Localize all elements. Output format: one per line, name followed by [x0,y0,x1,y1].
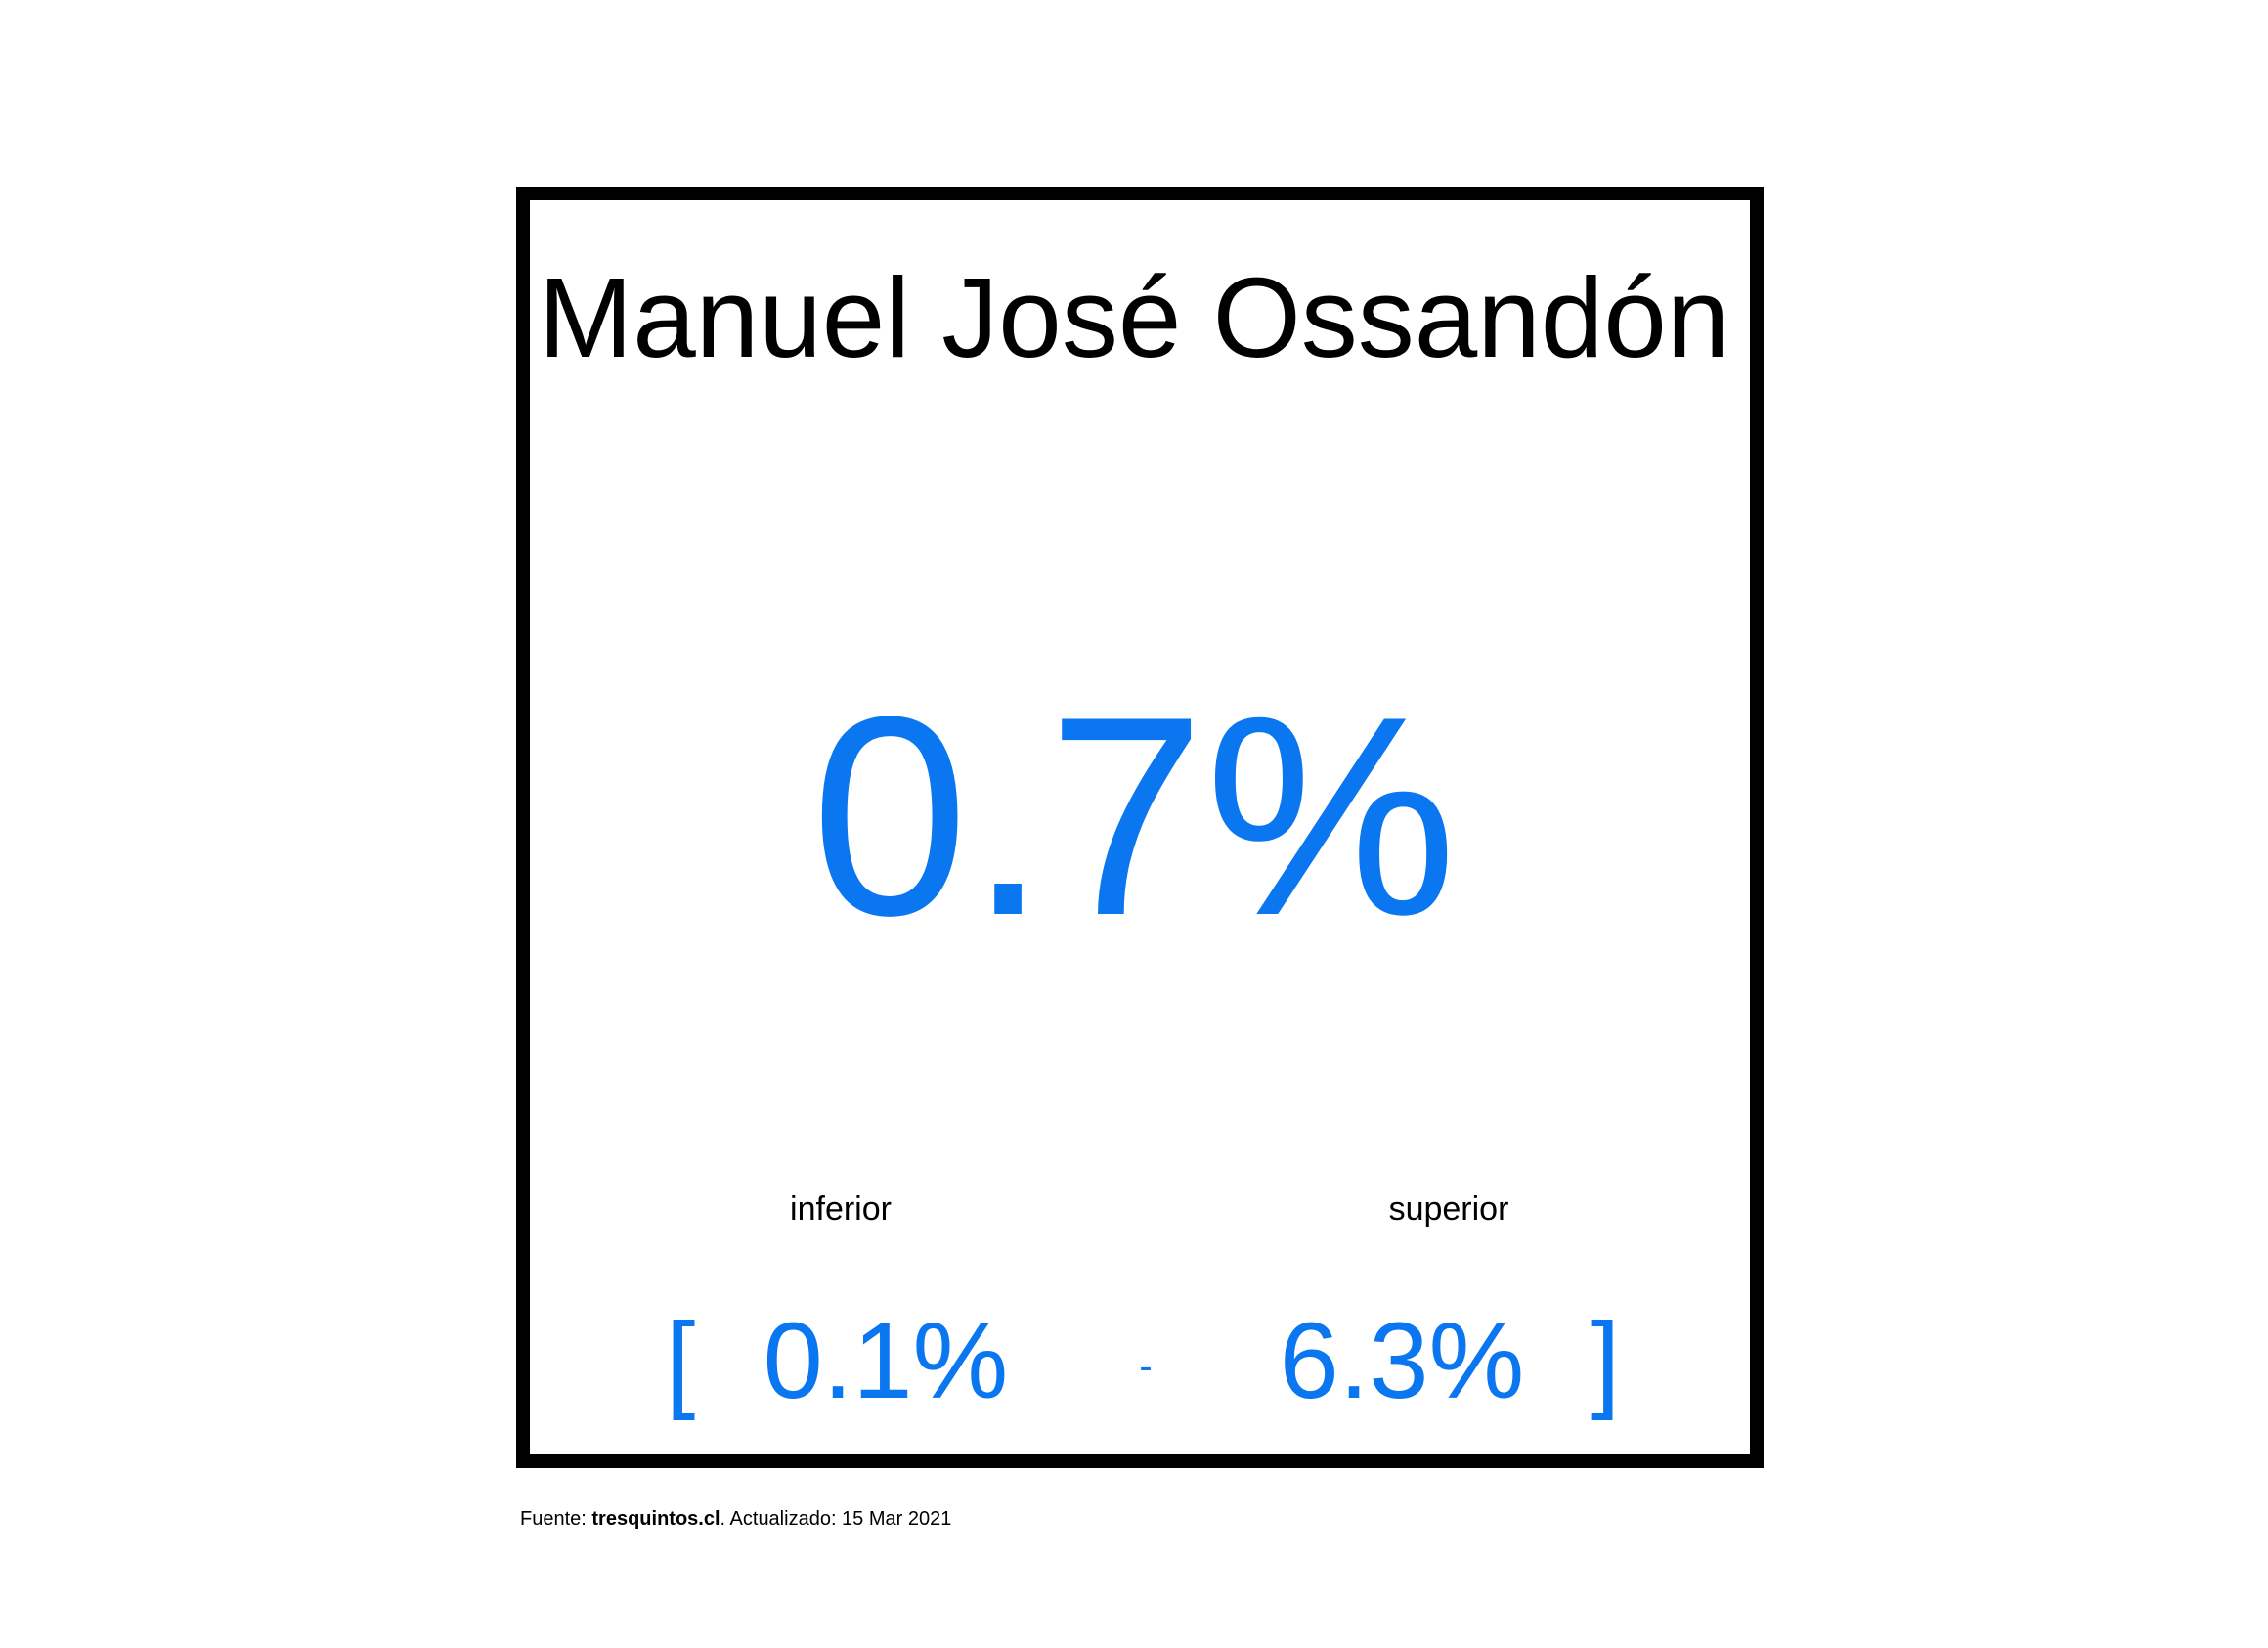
source-footer: Fuente: tresquintos.cl. Actualizado: 15 … [520,1508,951,1531]
range-open-bracket: [ [665,1301,696,1421]
estimate-card [516,187,1764,1468]
main-estimate-value: 0.7% [810,658,1458,975]
range-close-bracket: ] [1590,1301,1621,1421]
footer-prefix: Fuente: [520,1508,592,1530]
footer-source-name: tresquintos.cl [591,1508,720,1530]
range-separator: - [1139,1345,1153,1388]
footer-updated: . Actualizado: 15 Mar 2021 [720,1508,952,1530]
candidate-name: Manuel José Ossandón [538,254,1730,381]
lower-bound-value: 0.1% [763,1301,1009,1421]
upper-bound-value: 6.3% [1279,1301,1525,1421]
lower-bound-label: inferior [790,1191,892,1228]
upper-bound-label: superior [1388,1191,1509,1228]
